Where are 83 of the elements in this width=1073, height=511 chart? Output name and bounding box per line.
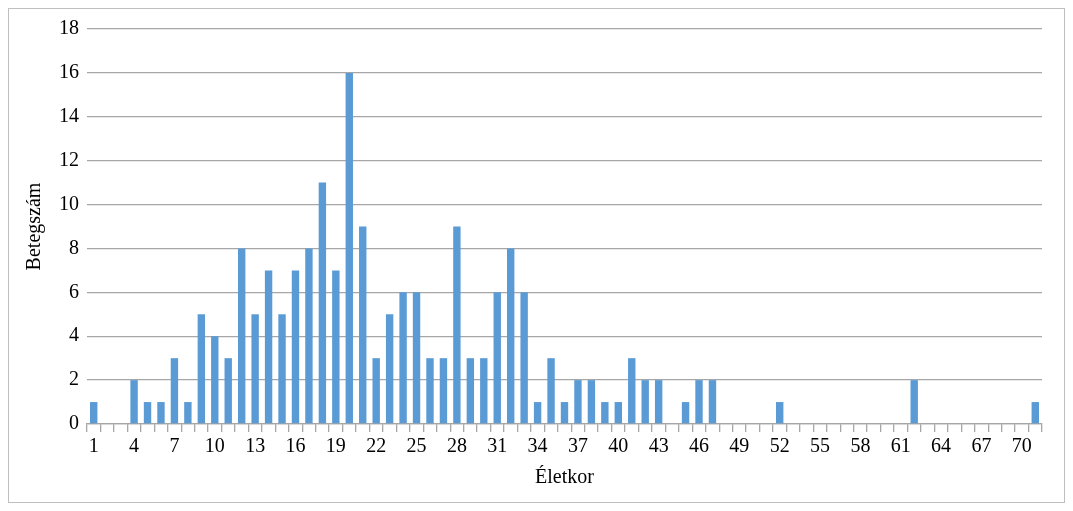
x-tick-label: 4 [129, 434, 140, 457]
x-tick-label: 67 [971, 434, 992, 457]
bar [453, 226, 461, 424]
y-tick-label: 10 [59, 191, 79, 214]
bar [412, 292, 421, 424]
bar [601, 402, 609, 424]
bar [130, 380, 138, 424]
x-tick-label: 58 [850, 434, 871, 457]
x-tick-label: 70 [1011, 434, 1032, 457]
x-tick-label: 28 [446, 434, 467, 457]
y-tick-label: 0 [69, 411, 79, 434]
x-tick-label: 25 [406, 434, 427, 457]
y-tick-label: 2 [69, 367, 79, 390]
y-tick-label: 12 [59, 147, 79, 170]
bar [224, 358, 232, 424]
x-tick-label: 1 [88, 434, 99, 457]
bar [520, 292, 528, 424]
bar [776, 402, 784, 424]
bar [184, 402, 192, 424]
x-axis-title: Életkor [535, 465, 595, 488]
y-tick-label: 14 [59, 104, 79, 127]
bar [90, 402, 98, 424]
bar [197, 314, 206, 424]
x-tick-label: 52 [769, 434, 790, 457]
x-tick-label: 37 [567, 434, 588, 457]
bar [237, 248, 246, 424]
y-tick-label: 18 [59, 16, 79, 39]
x-tick-label: 46 [689, 434, 710, 457]
bar [264, 270, 273, 424]
x-tick-label: 16 [285, 434, 306, 457]
bar [654, 380, 663, 424]
bar [493, 292, 501, 424]
y-axis-title: Betegszám [22, 182, 46, 271]
bar [614, 402, 622, 424]
bar [278, 314, 286, 424]
x-tick-label: 34 [527, 434, 548, 457]
bar [587, 380, 596, 424]
x-tick-label: 22 [366, 434, 387, 457]
bar [399, 292, 407, 424]
bar [1031, 402, 1039, 424]
bar [332, 270, 340, 424]
bar [641, 380, 649, 424]
x-tick-label: 10 [204, 434, 225, 457]
bar [708, 380, 717, 424]
x-tick-label: 31 [487, 434, 508, 457]
x-tick-label: 49 [729, 434, 750, 457]
bar [143, 402, 152, 424]
bar [466, 358, 475, 424]
bar [157, 402, 165, 424]
bar [910, 380, 918, 424]
y-tick-label: 6 [69, 279, 79, 302]
bar [507, 248, 515, 424]
bar [372, 358, 380, 424]
x-tick-label: 40 [608, 434, 629, 457]
y-tick-label: 4 [69, 323, 79, 346]
x-tick-label: 55 [810, 434, 831, 457]
bar [170, 358, 179, 424]
x-tick-label: 19 [325, 434, 346, 457]
bar [385, 314, 394, 424]
x-tick-label: 13 [245, 434, 266, 457]
y-tick-label: 8 [69, 235, 79, 258]
bar [480, 358, 488, 424]
bar [681, 402, 690, 424]
x-tick-label: 61 [890, 434, 911, 457]
bar [291, 270, 300, 424]
bar [695, 380, 703, 424]
bar [426, 358, 434, 424]
bar [211, 336, 219, 424]
bar [251, 314, 259, 424]
bar [560, 402, 569, 424]
bar [547, 358, 555, 424]
bar [359, 226, 367, 424]
x-tick-label: 64 [931, 434, 952, 457]
bar [305, 248, 313, 424]
x-tick-label: 7 [169, 434, 180, 457]
x-tick-label: 43 [648, 434, 669, 457]
bar [628, 358, 636, 424]
y-tick-label: 16 [59, 60, 79, 83]
bar [574, 380, 582, 424]
bar [439, 358, 448, 424]
bar [345, 72, 353, 424]
bar [318, 182, 327, 424]
bar [533, 402, 542, 424]
